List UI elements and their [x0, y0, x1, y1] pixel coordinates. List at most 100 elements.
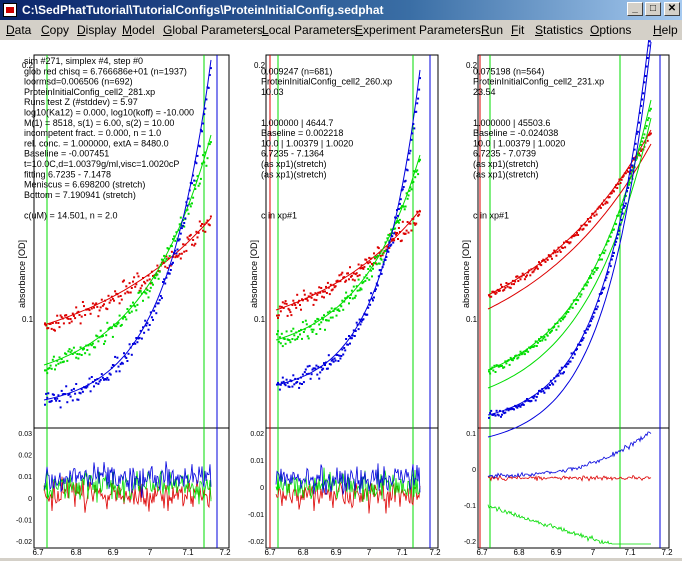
data-point — [185, 249, 188, 252]
residual-tick-label: -0.02 — [16, 539, 32, 546]
data-point — [622, 206, 625, 209]
menu-run[interactable]: Run — [481, 23, 504, 37]
menu-model[interactable]: Model — [122, 23, 155, 37]
menu-data[interactable]: Data — [6, 23, 32, 37]
data-point — [618, 178, 621, 181]
data-point — [97, 382, 100, 385]
data-point — [369, 265, 372, 268]
data-point — [91, 380, 94, 383]
data-point — [379, 257, 382, 260]
data-point — [645, 65, 648, 68]
data-point — [370, 269, 373, 272]
data-point — [543, 391, 546, 394]
blue-fit-curve — [43, 59, 212, 401]
data-point — [526, 398, 528, 400]
data-point — [94, 346, 97, 349]
data-point — [547, 328, 550, 331]
data-point — [531, 396, 534, 399]
data-point — [93, 346, 95, 349]
data-point — [193, 244, 196, 247]
data-point — [539, 389, 542, 392]
data-point — [644, 75, 647, 77]
data-point — [607, 271, 610, 274]
data-point — [286, 314, 289, 317]
menu-statistics[interactable]: Statistics — [535, 23, 584, 37]
data-point — [619, 223, 622, 226]
data-point — [517, 405, 520, 408]
data-point — [581, 339, 584, 341]
data-point — [78, 353, 81, 356]
data-point — [541, 339, 544, 342]
data-point — [553, 249, 556, 252]
data-point — [388, 246, 391, 249]
data-point — [608, 262, 611, 265]
data-point — [505, 408, 508, 411]
data-point — [317, 291, 320, 294]
data-point — [115, 292, 118, 295]
data-point — [619, 211, 622, 213]
data-point — [186, 236, 189, 239]
data-point — [368, 278, 371, 281]
data-point — [353, 296, 356, 299]
data-point — [638, 152, 640, 155]
data-point — [583, 223, 586, 226]
data-point — [278, 336, 281, 339]
menu-experiment-parameters[interactable]: Experiment Parameters — [355, 23, 482, 37]
data-point — [90, 344, 93, 347]
data-point — [203, 113, 206, 116]
data-point — [93, 385, 95, 388]
data-point — [94, 379, 97, 381]
data-point — [134, 305, 137, 308]
data-point — [519, 278, 522, 281]
data-point — [345, 291, 348, 294]
data-point — [489, 295, 492, 298]
data-point — [327, 354, 330, 357]
data-point — [489, 412, 492, 414]
minimize-button[interactable]: _ — [627, 2, 643, 16]
data-point — [624, 172, 627, 175]
maximize-button[interactable]: □ — [645, 2, 661, 16]
data-point — [85, 386, 88, 389]
data-point — [489, 372, 492, 375]
menu-help[interactable]: Help — [653, 23, 678, 37]
data-point — [299, 304, 301, 306]
data-point — [179, 232, 182, 235]
fit-info-line: (as xp1)(stretch) — [473, 169, 539, 179]
data-point — [349, 293, 352, 296]
menu-global-parameters[interactable]: Global Parameters — [163, 23, 264, 37]
data-point — [586, 328, 589, 331]
data-point — [179, 216, 182, 219]
data-point — [62, 393, 65, 395]
data-point — [606, 240, 609, 243]
data-point — [488, 416, 490, 419]
data-point — [165, 276, 168, 279]
menu-display[interactable]: Display — [77, 23, 117, 37]
data-point — [516, 275, 519, 278]
data-point — [177, 229, 180, 232]
data-point — [329, 316, 332, 319]
data-point — [592, 273, 595, 276]
data-point — [596, 267, 599, 269]
data-point — [362, 267, 365, 270]
menu-local-parameters[interactable]: Local Parameters — [262, 23, 357, 37]
x-tick-label: 6.8 — [513, 548, 525, 557]
data-point — [392, 241, 395, 244]
data-point — [166, 266, 169, 269]
data-point — [622, 174, 625, 177]
y-axis-label: absorbance [OD] — [461, 240, 471, 308]
menu-copy[interactable]: Copy — [41, 23, 70, 37]
menu-fit[interactable]: Fit — [511, 23, 525, 37]
menu-options[interactable]: Options — [590, 23, 632, 37]
close-button[interactable]: ✕ — [664, 2, 680, 16]
data-point — [149, 311, 152, 314]
data-point — [519, 350, 522, 353]
fit-info-line: (as xp1)(stretch) — [473, 159, 539, 169]
data-point — [87, 344, 90, 347]
data-point — [132, 280, 134, 283]
data-point — [119, 295, 122, 297]
data-point — [66, 401, 69, 404]
data-point — [601, 291, 603, 294]
data-point — [170, 263, 173, 266]
data-point — [189, 182, 192, 184]
data-point — [140, 337, 143, 340]
